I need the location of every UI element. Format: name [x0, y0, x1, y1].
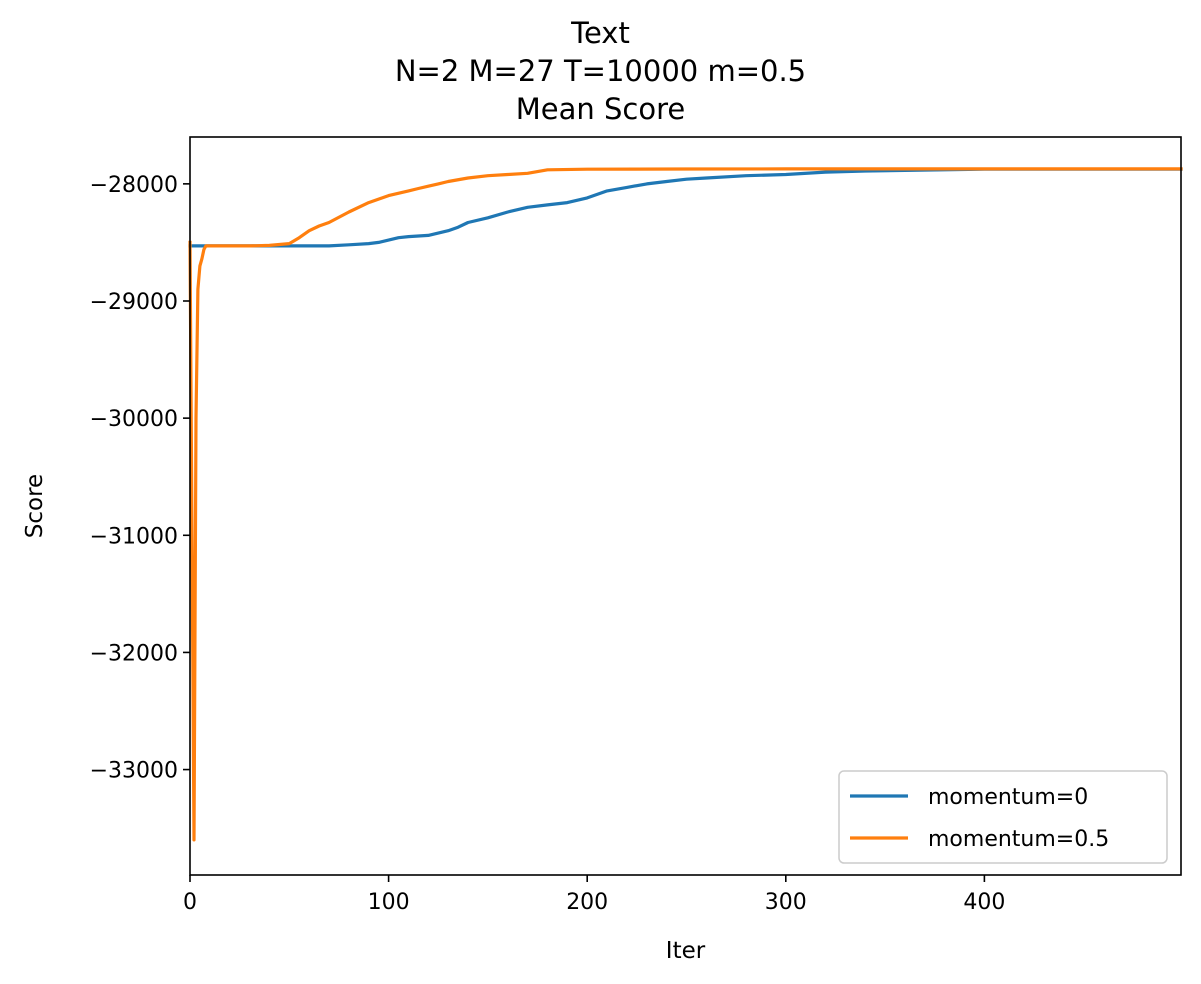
- series-layer: [188, 167, 1183, 842]
- legend-label-momentum-0-5: momentum=0.5: [928, 827, 1109, 852]
- plot-frame: [189, 136, 1182, 876]
- y-axis-label: Score: [22, 474, 48, 538]
- x-tick-label: 100: [368, 890, 410, 915]
- legend-box: [838, 770, 1168, 864]
- y-tick-label: −29000: [90, 290, 178, 315]
- legend-label-momentum-0: momentum=0: [928, 785, 1088, 810]
- legend: momentum=0 momentum=0.5: [838, 770, 1168, 864]
- x-axis-label: Iter: [666, 938, 706, 964]
- series-line-1: [188, 167, 1183, 842]
- y-tick-label: −31000: [90, 524, 178, 549]
- y-axis: −28000 −29000 −30000 −31000 −32000 −33000: [90, 173, 190, 784]
- x-tick-label: 300: [765, 890, 807, 915]
- x-tick-label: 400: [963, 890, 1005, 915]
- y-tick-label: −33000: [90, 759, 178, 784]
- y-tick-label: −30000: [90, 407, 178, 432]
- series-line-0: [188, 167, 1183, 248]
- y-tick-label: −28000: [90, 173, 178, 198]
- x-tick-label: 200: [566, 890, 608, 915]
- chart-title-line-1: Text: [571, 16, 630, 50]
- chart-title-line-2: N=2 M=27 T=10000 m=0.5: [394, 54, 807, 88]
- y-tick-label: −32000: [90, 641, 178, 666]
- chart-title-line-3: Mean Score: [515, 92, 686, 126]
- x-axis: 0 100 200 300 400: [183, 875, 1005, 915]
- x-tick-label: 0: [183, 890, 197, 915]
